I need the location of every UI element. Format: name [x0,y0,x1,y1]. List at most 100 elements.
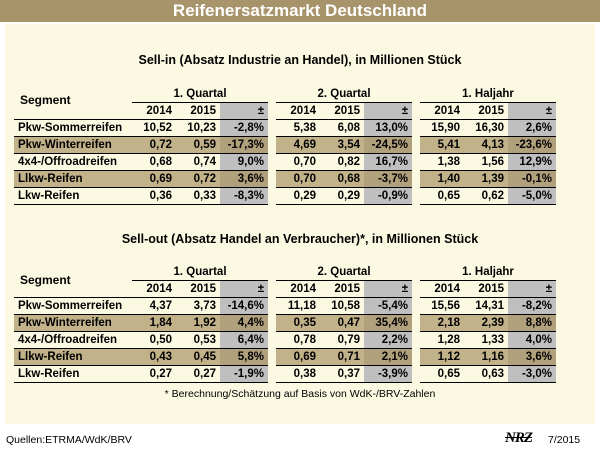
change-cell: 8,8% [508,314,556,332]
period-header: 1. Quartal [132,86,268,103]
year-header: 2014 [132,280,176,298]
value-cell: 11,18 [276,297,320,315]
year-header: 2015 [320,280,364,298]
value-cell: 1,33 [464,331,508,349]
change-header: ± [220,280,268,298]
change-cell: 3,6% [220,170,268,188]
period-header: 1. Haljahr [420,86,556,103]
change-cell: 16,7% [364,153,412,171]
value-cell: 2,39 [464,314,508,332]
value-cell: 10,52 [132,119,176,137]
change-cell: -1,9% [220,365,268,383]
change-cell: -3,7% [364,170,412,188]
value-cell: 5,38 [276,119,320,137]
year-header: 2015 [464,280,508,298]
value-cell: 1,38 [420,153,464,171]
change-cell: -0,1% [508,170,556,188]
year-header: 2014 [276,280,320,298]
row-label: Lkw-Reifen [14,365,132,383]
row-label: 4x4-/Offroadreifen [14,331,132,349]
value-cell: 0,70 [276,170,320,188]
value-cell: 4,13 [464,136,508,154]
table-row: Pkw-Winterreifen 1,84 1,92 4,4% 0,35 0,47 35,4… [14,314,556,332]
value-cell: 15,56 [420,297,464,315]
source-note: Quellen:ETRMA/WdK/BRV [6,434,132,446]
value-cell: 0,50 [132,331,176,349]
change-cell: 2,6% [508,119,556,137]
value-cell: 0,53 [176,331,220,349]
sell-out-segment-header: Segment [20,273,71,287]
value-cell: 16,30 [464,119,508,137]
change-header: ± [364,280,412,298]
change-cell: 9,0% [220,153,268,171]
change-header: ± [508,102,556,120]
change-cell: 5,8% [220,348,268,366]
value-cell: 0,63 [464,365,508,383]
table-row: 4x4-/Offroadreifen 0,68 0,74 9,0% 0,70 0,82 16… [14,153,556,171]
value-cell: 0,43 [132,348,176,366]
value-cell: 0,74 [176,153,220,171]
change-cell: -23,6% [508,136,556,154]
value-cell: 0,27 [132,365,176,383]
value-cell: 0,29 [276,187,320,205]
change-cell: -24,5% [364,136,412,154]
change-cell: -2,8% [220,119,268,137]
value-cell: 15,90 [420,119,464,137]
value-cell: 0,69 [132,170,176,188]
sell-in-segment-header: Segment [20,93,71,107]
row-label: Llkw-Reifen [14,348,132,366]
year-header: 2015 [464,102,508,120]
value-cell: 0,82 [320,153,364,171]
value-cell: 3,54 [320,136,364,154]
change-cell: -3,0% [508,365,556,383]
change-cell: 12,9% [508,153,556,171]
value-cell: 0,70 [276,153,320,171]
value-cell: 0,79 [320,331,364,349]
year-header: 2014 [276,102,320,120]
value-cell: 4,37 [132,297,176,315]
value-cell: 0,69 [276,348,320,366]
row-label: Lkw-Reifen [14,187,132,205]
table-row: Pkw-Sommerreifen 4,37 3,73 -14,6% 11,18 10,58… [14,297,556,315]
change-cell: -17,3% [220,136,268,154]
change-cell: -14,6% [220,297,268,315]
year-header: 2015 [320,102,364,120]
change-cell: 4,4% [220,314,268,332]
year-header: 2015 [176,102,220,120]
year-header: 2014 [420,280,464,298]
change-cell: 35,4% [364,314,412,332]
table-row: Pkw-Winterreifen 0,72 0,59 -17,3% 4,69 3,54 -2… [14,136,556,154]
change-cell: 2,2% [364,331,412,349]
value-cell: 0,29 [320,187,364,205]
value-cell: 2,18 [420,314,464,332]
value-cell: 1,12 [420,348,464,366]
value-cell: 0,47 [320,314,364,332]
row-label: Pkw-Winterreifen [14,136,132,154]
value-cell: 0,27 [176,365,220,383]
row-label: Llkw-Reifen [14,170,132,188]
change-header: ± [220,102,268,120]
value-cell: 10,23 [176,119,220,137]
value-cell: 1,56 [464,153,508,171]
value-cell: 0,78 [276,331,320,349]
sell-in-title: Sell-in (Absatz Industrie an Handel), in… [138,53,462,67]
value-cell: 0,38 [276,365,320,383]
value-cell: 0,65 [420,365,464,383]
issue-date: 7/2015 [548,434,581,446]
value-cell: 0,36 [132,187,176,205]
year-header: 2014 [420,102,464,120]
row-label: Pkw-Sommerreifen [14,119,132,137]
value-cell: 1,40 [420,170,464,188]
value-cell: 0,68 [320,170,364,188]
change-cell: 6,4% [220,331,268,349]
sell-out-title: Sell-out (Absatz Handel an Verbraucher)*… [121,232,479,246]
change-header: ± [508,280,556,298]
table-row: Lkw-Reifen 0,27 0,27 -1,9% 0,38 0,37 -3,9% 0,65… [14,365,556,383]
value-cell: 1,16 [464,348,508,366]
table-row: Llkw-Reifen 0,69 0,72 3,6% 0,70 0,68 -3,7% 1,40… [14,170,556,188]
value-cell: 0,35 [276,314,320,332]
change-cell: 3,6% [508,348,556,366]
change-cell: -3,9% [364,365,412,383]
page-title: Reifenersatzmarkt Deutschland [172,1,428,20]
value-cell: 0,68 [132,153,176,171]
